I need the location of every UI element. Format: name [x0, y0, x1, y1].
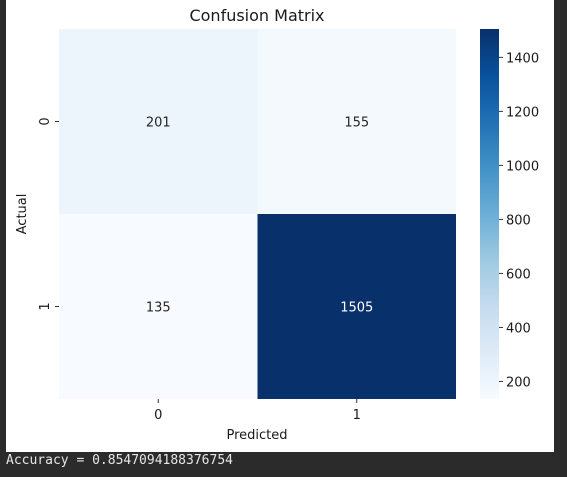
cell-value-0-1: 155 — [344, 116, 369, 131]
y-axis-label: Actual — [15, 194, 30, 235]
cell-value-1-1: 1505 — [340, 301, 373, 316]
colorbar-tick-label-600: 600 — [506, 267, 531, 282]
colorbar-tick-label-1400: 1400 — [506, 51, 539, 66]
colorbar-tick-label-800: 800 — [506, 213, 531, 228]
colorbar-tick-label-1000: 1000 — [506, 159, 539, 174]
colorbar-tick-label-400: 400 — [506, 321, 531, 336]
y-tick-label-1: 1 — [38, 302, 53, 310]
console-output: Accuracy = 0.8547094188376754 — [6, 453, 233, 468]
heatmap-cell-1-0 — [59, 214, 258, 399]
x-axis-label: Predicted — [226, 428, 287, 443]
confusion-matrix-chart: Confusion Matrix 201 155 135 1505 0 1 0 1 Pre… — [15, 6, 539, 443]
heatmap-cell-1-1 — [257, 214, 456, 399]
chart-figure: Confusion Matrix 201 155 135 1505 0 1 0 1 Pre… — [6, 0, 554, 452]
y-tick-label-0: 0 — [38, 117, 53, 125]
cell-value-0-0: 201 — [146, 116, 171, 131]
colorbar-tick-label-1200: 1200 — [506, 105, 539, 120]
x-tick-label-1: 1 — [353, 408, 361, 423]
colorbar — [480, 29, 499, 399]
heatmap-cell-0-0 — [59, 29, 258, 214]
cell-value-1-0: 135 — [146, 301, 171, 316]
colorbar-tick-label-200: 200 — [506, 375, 531, 390]
heatmap-cell-0-1 — [257, 29, 456, 214]
x-tick-label-0: 0 — [154, 408, 162, 423]
chart-title: Confusion Matrix — [189, 6, 324, 25]
